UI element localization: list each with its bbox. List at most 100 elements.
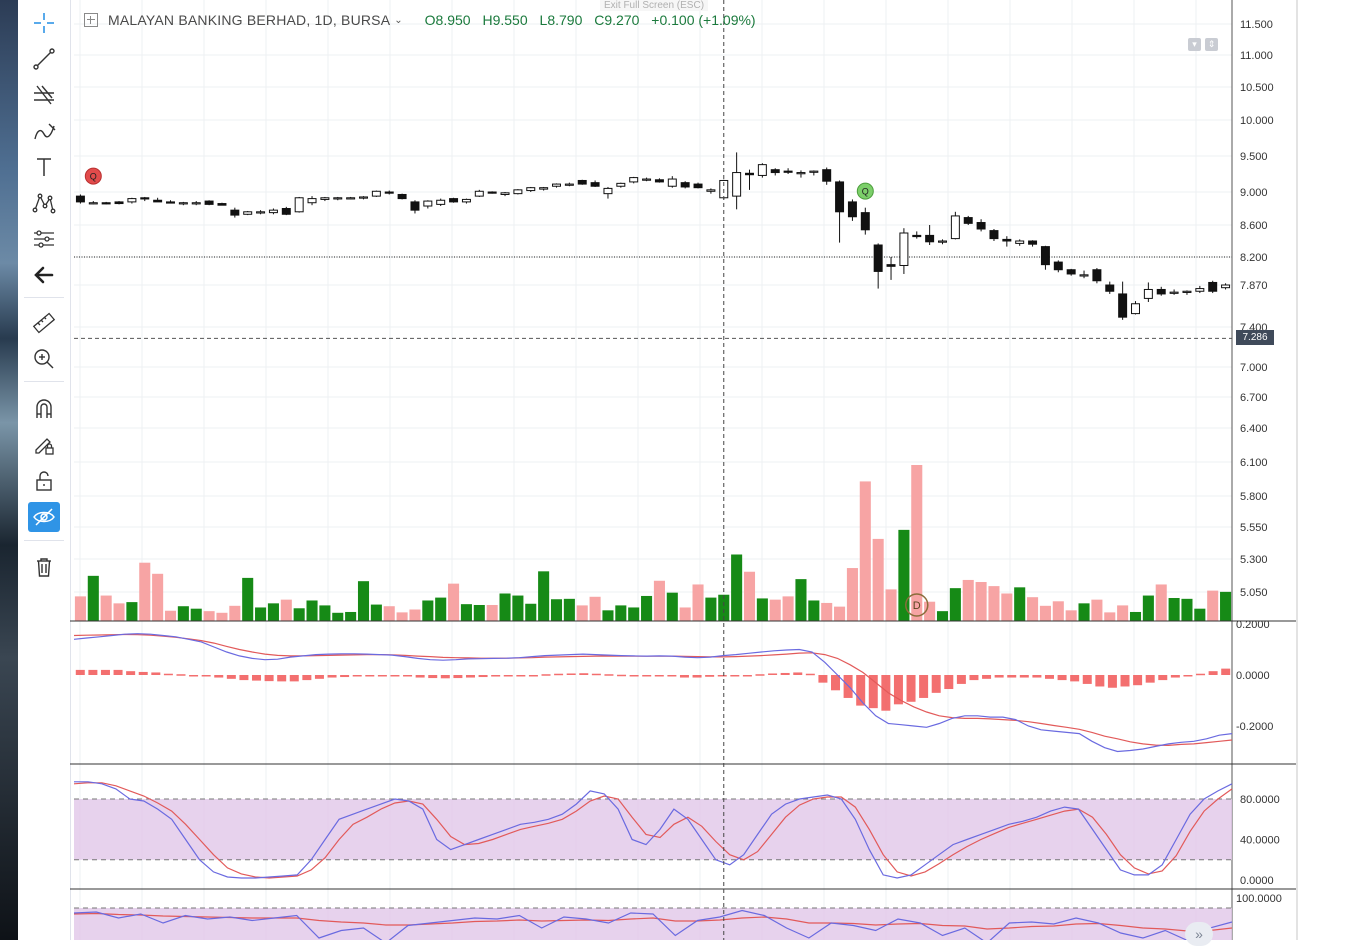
price-axis-label: 5.300 (1240, 554, 1268, 566)
volume-bar (370, 604, 382, 621)
zoom-in-icon[interactable] (28, 344, 60, 374)
histogram-bar (126, 671, 136, 675)
price-axis-label: 6.100 (1240, 457, 1268, 469)
histogram-bar (793, 672, 803, 675)
volume-bar (396, 612, 408, 621)
candle-body-down (680, 182, 690, 188)
magnet-icon[interactable] (28, 394, 60, 424)
candle-body-down (1208, 281, 1218, 292)
chevron-down-icon[interactable]: ⌄ (394, 14, 403, 26)
candle (976, 219, 986, 232)
pitchfork-icon[interactable] (28, 80, 60, 110)
crosshair-icon[interactable] (28, 8, 60, 38)
candle (642, 177, 652, 182)
volume-bar (859, 481, 871, 621)
event-marker-d: D (905, 593, 929, 617)
histogram-bar (365, 675, 375, 677)
candle-body-up (642, 178, 652, 181)
histogram-bar (629, 675, 639, 677)
event-marker-d-label: D (913, 600, 921, 612)
candle-body-up (436, 199, 446, 205)
candle (101, 201, 111, 205)
volume-bar (808, 600, 820, 621)
candle-body-up (461, 198, 471, 203)
volume-bar (1168, 598, 1180, 621)
candle (114, 201, 124, 205)
volume-bar (653, 580, 665, 621)
ruler-icon[interactable] (28, 308, 60, 338)
pane-maximize-icon[interactable]: ⇕ (1205, 38, 1218, 51)
candle-body-up (757, 164, 767, 176)
unlock-icon[interactable] (28, 466, 60, 496)
pattern-icon[interactable] (28, 188, 60, 218)
oscillator-band (74, 908, 1232, 940)
price-axis-label: 8.600 (1240, 220, 1268, 232)
histogram-bar (692, 675, 702, 678)
brush-icon[interactable] (28, 116, 60, 146)
exit-fullscreen-hint[interactable]: Exit Full Screen (ESC) (600, 0, 709, 11)
candle-body-down (976, 222, 986, 230)
desktop-wallpaper-left (0, 0, 18, 940)
symbol-title[interactable]: MALAYAN BANKING BERHAD, 1D, BURSA (108, 12, 391, 28)
candle-body-up (1143, 288, 1153, 299)
candle-body-up (526, 187, 536, 192)
trash-icon[interactable] (28, 552, 60, 582)
volume-bar (1078, 603, 1090, 621)
volume-bar (1001, 593, 1013, 621)
change-value: +0.100 (+1.09%) (651, 12, 756, 28)
histogram-bar (1221, 668, 1231, 675)
stochastic-axis-label: 80.0000 (1240, 794, 1280, 806)
volume-bar (731, 554, 743, 621)
high-value: H9.550 (482, 12, 528, 28)
candle-body-up (268, 209, 278, 214)
price-axis-label: 7.000 (1240, 362, 1268, 374)
candle (281, 206, 291, 216)
histogram-bar (604, 674, 614, 676)
volume-bar (782, 596, 794, 621)
histogram-bar (969, 675, 979, 681)
text-icon[interactable] (28, 152, 60, 182)
hide-drawings-icon[interactable] (28, 502, 60, 532)
candle-body-down (873, 244, 883, 272)
pane-collapse-icon[interactable]: ▾ (1188, 38, 1201, 51)
back-arrow-icon[interactable] (28, 260, 60, 290)
candle-body-down (590, 182, 600, 187)
trend-line-icon[interactable] (28, 44, 60, 74)
histogram-bar (1044, 675, 1054, 679)
candle-body-down (397, 193, 407, 200)
volume-bar (100, 595, 112, 621)
series-legend: MALAYAN BANKING BERHAD, 1D, BURSA ⌄ O8.9… (84, 9, 764, 31)
candle (191, 201, 201, 206)
volume-bar (628, 607, 640, 621)
candle-body-up (333, 197, 343, 200)
candle (667, 176, 677, 188)
scroll-to-realtime-icon[interactable]: » (1185, 922, 1213, 946)
legend-collapse-icon[interactable] (84, 13, 98, 27)
chart-area[interactable]: 11.500 11.000 10.500 10.000 9.500 9.000 8.600 8… (70, 0, 1296, 940)
candle-body-up (1079, 274, 1089, 277)
candle-body-up (667, 178, 677, 187)
histogram-bar (151, 672, 161, 675)
price-axis-label: 5.550 (1240, 522, 1268, 534)
candle (950, 211, 960, 240)
candle-body-down (822, 169, 832, 182)
candle-body-up (1015, 240, 1025, 244)
histogram-bar (176, 674, 186, 676)
histogram-bar (491, 675, 501, 677)
volume-bar (692, 584, 704, 621)
candle (1156, 286, 1166, 296)
volume-bar (949, 588, 961, 621)
candle-body-down (1105, 284, 1115, 292)
candle-body-down (153, 199, 163, 203)
prediction-icon[interactable] (28, 224, 60, 254)
histogram-bar (428, 675, 438, 679)
lock-drawing-icon[interactable] (28, 430, 60, 460)
candle-body-down (860, 212, 870, 231)
candle-body-up (809, 170, 819, 173)
candle (410, 200, 420, 214)
histogram-bar (239, 675, 249, 681)
volume-bar (1065, 610, 1077, 621)
candle-body-up (938, 240, 947, 243)
candle-body-up (474, 190, 484, 197)
histogram-bar (302, 675, 312, 681)
